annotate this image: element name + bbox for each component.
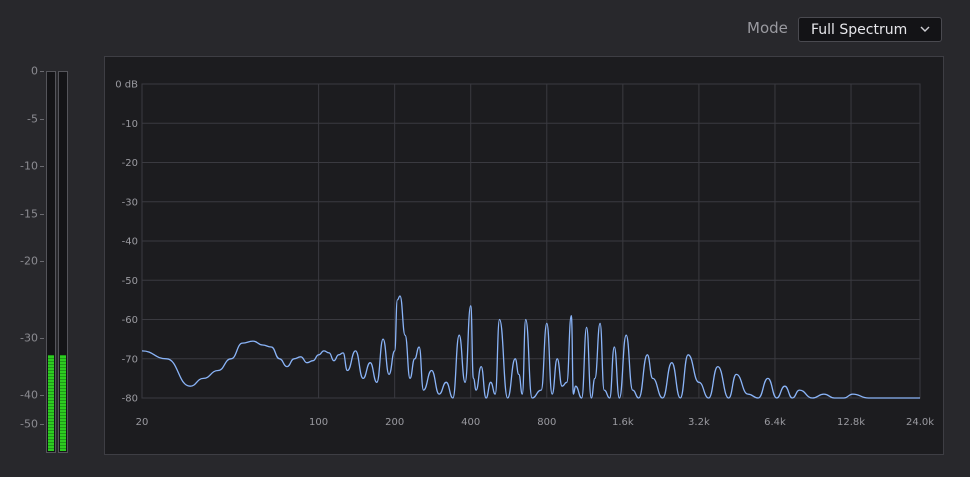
meter-scale-tick (40, 261, 44, 262)
spectrum-chart: 0 dB -10 -20 -30 -40 -50 -60 -70 -80 20 100 200 400 8… (115, 80, 934, 429)
mode-label: Mode (747, 19, 788, 37)
x-tick-label: 800 (537, 417, 556, 428)
spectrum-analyzer: 0 dB -10 -20 -30 -40 -50 -60 -70 -80 20 100 200 400 8… (104, 56, 944, 455)
level-meter-fill-left (48, 355, 54, 451)
meter-scale-label: -15 (20, 207, 38, 220)
meter-scale-label: -10 (20, 159, 38, 173)
y-tick-label: -50 (122, 276, 138, 287)
y-tick-label: -60 (122, 315, 138, 326)
x-tick-label: 12.8k (837, 417, 865, 428)
level-meter-fill-right (60, 355, 66, 451)
spectrum-line (141, 295, 920, 399)
meter-scale-label: -30 (20, 331, 38, 345)
y-tick-label: -20 (122, 158, 138, 169)
mode-dropdown-value: Full Spectrum (811, 21, 908, 38)
meter-scale-tick (40, 118, 44, 120)
meter-scale-tick (40, 213, 44, 215)
x-tick-label: 100 (309, 417, 328, 428)
x-tick-label: 400 (461, 417, 480, 428)
level-meter-scale: 0 -5 -10 -15 -20 -30 -40 -50 (0, 60, 44, 460)
meter-scale-tick (40, 338, 44, 339)
y-tick-label: -70 (122, 354, 138, 365)
y-tick-label: -10 (122, 119, 138, 130)
x-tick-label: 200 (385, 417, 404, 428)
x-tick-label: 24.0k (906, 417, 934, 428)
y-tick-label: -30 (122, 197, 138, 208)
meter-scale-label: -40 (20, 388, 38, 402)
level-meter-channel-right (58, 71, 68, 453)
y-tick-label: 0 dB (115, 80, 138, 91)
mode-dropdown[interactable]: Full Spectrum (798, 17, 942, 42)
x-tick-label: 6.4k (764, 417, 786, 428)
level-meter (0, 0, 80, 477)
meter-scale-tick (40, 166, 44, 167)
meter-scale-label: 0 (31, 64, 38, 78)
x-tick-label: 3.2k (688, 417, 710, 428)
chevron-down-icon (920, 26, 930, 32)
meter-scale-tick (40, 424, 44, 425)
y-tick-label: -80 (122, 394, 138, 405)
meter-scale-label: -5 (27, 112, 38, 125)
level-meter-channel-left (46, 71, 56, 453)
x-tick-label: 1.6k (612, 417, 634, 428)
meter-scale-tick (40, 395, 44, 396)
meter-scale-label: -20 (20, 254, 38, 268)
meter-scale-label: -50 (20, 417, 38, 431)
meter-scale-tick (40, 71, 44, 72)
x-tick-label: 20 (136, 417, 149, 428)
y-tick-label: -40 (122, 237, 138, 248)
